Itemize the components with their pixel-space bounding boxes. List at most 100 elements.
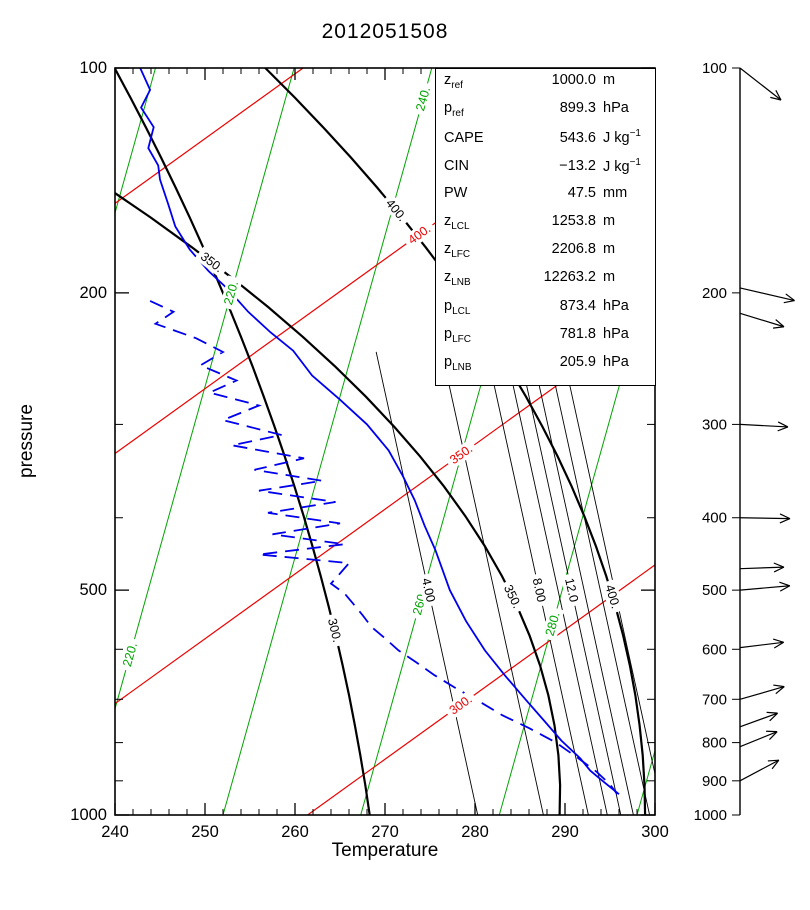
svg-text:8.00: 8.00 bbox=[530, 577, 549, 604]
svg-text:12.0: 12.0 bbox=[562, 577, 581, 604]
wind-pressure-label: 900 bbox=[702, 773, 727, 790]
wind-pressure-label: 600 bbox=[702, 641, 727, 658]
isoline-black-thick-curves-300 bbox=[115, 68, 371, 815]
info-unit: m bbox=[603, 72, 616, 88]
info-row-cape: CAPE 543.6 J kg−1 bbox=[436, 128, 655, 156]
y-tick-label: 1000 bbox=[70, 806, 107, 824]
isoline-green-isolines-280 bbox=[498, 256, 655, 815]
contour-label: 8.00 bbox=[528, 572, 550, 608]
isoline-black-thick-curves-350 bbox=[115, 191, 562, 815]
info-value: 543.6 bbox=[559, 130, 596, 147]
info-label: pLCL bbox=[444, 297, 471, 317]
info-row-plnb: pLNB 205.9 hPa bbox=[436, 354, 655, 382]
temperature-axis-label: Temperature bbox=[331, 840, 439, 861]
contour-label: 280. bbox=[541, 606, 565, 642]
isoline-red-isolines-300 bbox=[307, 564, 655, 815]
wind-arrow bbox=[739, 581, 791, 592]
wind-arrow bbox=[739, 711, 779, 728]
wind-arrow bbox=[739, 67, 782, 101]
info-value: 1253.8 bbox=[551, 212, 596, 229]
contour-label: 220. bbox=[219, 275, 243, 311]
info-row-plcl: pLCL 873.4 hPa bbox=[436, 298, 655, 326]
isoline-black-thin-lines-14 bbox=[531, 351, 634, 815]
isoline-black-thin-lines-16 bbox=[547, 351, 651, 815]
info-value: 781.8 bbox=[559, 325, 596, 342]
isoline-green-isolines-220 bbox=[115, 68, 295, 711]
info-label: CIN bbox=[444, 158, 469, 175]
info-value: 1000.0 bbox=[551, 72, 596, 88]
info-row-plfc: pLFC 781.8 hPa bbox=[436, 326, 655, 354]
isoline-green-isolines-240 bbox=[222, 68, 433, 815]
info-unit: m bbox=[603, 269, 616, 286]
wind-arrow bbox=[739, 562, 785, 573]
wind-pressure-label: 400 bbox=[702, 510, 727, 527]
info-row-pw: PW 47.5 mm bbox=[436, 185, 655, 213]
info-value: 2206.8 bbox=[551, 241, 596, 258]
svg-text:220.: 220. bbox=[120, 641, 140, 668]
wind-pressure-label: 700 bbox=[702, 691, 727, 708]
info-label: zLCL bbox=[444, 212, 470, 232]
wind-pressure-label: 800 bbox=[702, 735, 727, 752]
x-tick-label: 270 bbox=[371, 823, 399, 841]
sounding-info-box: zref 1000.0 m pref 899.3 hPa CAPE 543.6 J kg−1 CI… bbox=[435, 68, 656, 386]
wind-pressure-label: 100 bbox=[702, 60, 727, 77]
wind-arrow bbox=[739, 421, 789, 432]
black-thick-curves bbox=[115, 68, 647, 815]
contour-label: 220. bbox=[118, 637, 142, 673]
isoline-green-isolines-200 bbox=[115, 68, 156, 215]
contour-label: 12.0 bbox=[560, 572, 583, 608]
contour-label: 240. bbox=[411, 81, 435, 117]
isoline-red-isolines-350 bbox=[115, 314, 655, 705]
info-value: 47.5 bbox=[567, 184, 596, 201]
contour-label: 400. bbox=[600, 579, 625, 615]
isoline-black-thin-lines-6 bbox=[441, 351, 544, 815]
chart-title: 2012051508 bbox=[321, 20, 449, 43]
y-tick-label: 100 bbox=[79, 59, 107, 77]
info-label: zref bbox=[444, 72, 463, 91]
info-row-cin: CIN −13.2 J kg−1 bbox=[436, 157, 655, 185]
info-value: 873.4 bbox=[559, 297, 596, 314]
info-value: 205.9 bbox=[559, 353, 596, 370]
wind-arrow bbox=[739, 312, 785, 329]
isoline-black-thin-lines-10 bbox=[505, 351, 608, 815]
wind-arrow bbox=[739, 730, 778, 748]
isoline-red-isolines-250 bbox=[654, 814, 655, 815]
x-tick-label: 250 bbox=[191, 823, 219, 841]
wind-arrow bbox=[739, 759, 780, 782]
dewpoint-curve bbox=[149, 300, 618, 795]
info-unit: mm bbox=[603, 184, 628, 201]
info-row-zlfc: zLFC 2206.8 m bbox=[436, 241, 655, 269]
contour-label: 350. bbox=[443, 438, 479, 470]
contour-label: 300. bbox=[323, 612, 346, 648]
contour-label: 4.00 bbox=[417, 572, 440, 608]
info-row-zlnb: zLNB 12263.2 m bbox=[436, 269, 655, 297]
wind-pressure-label: 200 bbox=[702, 285, 727, 302]
svg-text:300.: 300. bbox=[325, 617, 344, 644]
contour-label: 350. bbox=[498, 578, 527, 615]
y-tick-label: 500 bbox=[79, 581, 107, 599]
svg-text:220.: 220. bbox=[221, 279, 241, 306]
x-tick-label: 300 bbox=[641, 823, 669, 841]
sounding-profiles bbox=[139, 68, 620, 795]
info-unit: m bbox=[603, 212, 616, 229]
info-unit: J kg−1 bbox=[603, 128, 641, 147]
wind-arrow bbox=[739, 638, 784, 649]
svg-text:280.: 280. bbox=[543, 610, 563, 637]
y-tick-label: 200 bbox=[79, 284, 107, 302]
info-unit: hPa bbox=[603, 325, 629, 342]
info-unit: hPa bbox=[603, 353, 629, 370]
info-label: zLNB bbox=[444, 269, 471, 289]
contour-label: 300. bbox=[443, 689, 479, 721]
wind-arrow bbox=[739, 513, 791, 524]
info-unit: m bbox=[603, 241, 616, 258]
x-tick-label: 290 bbox=[551, 823, 579, 841]
svg-text:240.: 240. bbox=[413, 85, 433, 112]
wind-arrow bbox=[739, 684, 785, 700]
info-label: pref bbox=[444, 100, 464, 120]
info-row-pref: pref 899.3 hPa bbox=[436, 100, 655, 128]
wind-pressure-label: 1000 bbox=[694, 807, 727, 824]
info-unit: hPa bbox=[603, 297, 629, 314]
info-value: 12263.2 bbox=[543, 269, 596, 286]
